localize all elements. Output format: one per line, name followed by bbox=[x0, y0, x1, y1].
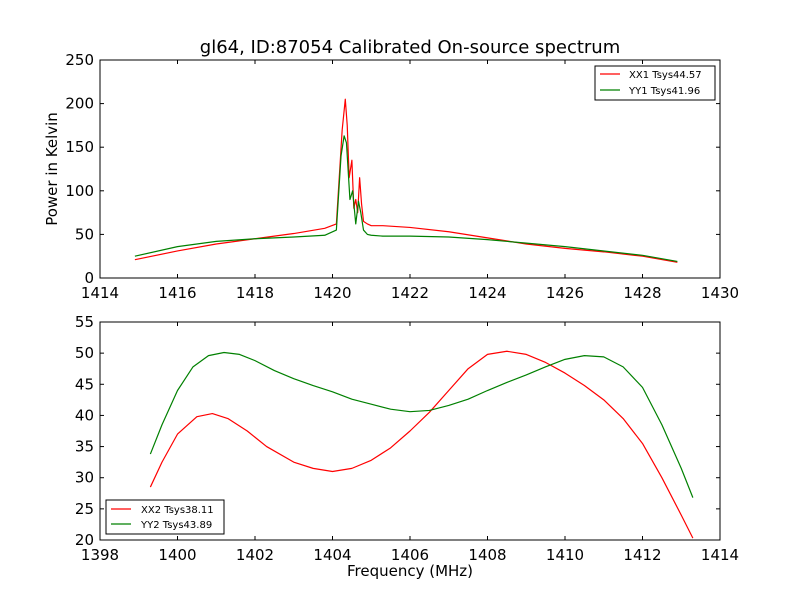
top-chart-title: gl64, ID:87054 Calibrated On-source spec… bbox=[200, 37, 620, 58]
top-y-axis-label: Power in Kelvin bbox=[43, 112, 61, 226]
bottom-x-tick-label: 1402 bbox=[236, 546, 274, 564]
bottom-y-tick-label: 35 bbox=[75, 438, 94, 456]
top-y-tick-label: 0 bbox=[84, 269, 94, 287]
legend-label-xx2: XX2 Tsys38.11 bbox=[141, 505, 214, 516]
top-x-tick-label: 1420 bbox=[313, 284, 351, 302]
top-y-tick-label: 250 bbox=[65, 51, 94, 69]
bottom-y-tick-label: 55 bbox=[75, 313, 94, 331]
bottom-legend: XX2 Tsys38.11 YY2 Tsys43.89 bbox=[105, 499, 225, 535]
top-legend-box bbox=[594, 65, 716, 101]
top-x-tick-label: 1414 bbox=[81, 284, 119, 302]
bottom-x-tick-label: 1408 bbox=[468, 546, 506, 564]
top-y-tick-label: 100 bbox=[65, 182, 94, 200]
bottom-x-axis-label: Frequency (MHz) bbox=[347, 562, 473, 580]
top-x-tick-label: 1416 bbox=[158, 284, 196, 302]
bottom-x-tick-label: 1414 bbox=[701, 546, 739, 564]
top-x-tick-label: 1428 bbox=[623, 284, 661, 302]
top-chart: gl64, ID:87054 Calibrated On-source spec… bbox=[43, 37, 739, 302]
bottom-y-tick-label: 40 bbox=[75, 406, 94, 424]
bottom-x-tick-label: 1398 bbox=[81, 546, 119, 564]
bottom-plot-area: 1398 1400 1402 1404 1406 1408 1410 1412 1414 20 25… bbox=[75, 313, 739, 564]
bottom-series-line-2 bbox=[149, 351, 694, 498]
bottom-x-tick-label: 1406 bbox=[391, 546, 429, 564]
bottom-x-tick-label: 1412 bbox=[623, 546, 661, 564]
bottom-chart: Frequency (MHz) 1398 1400 1402 1404 1406 1408… bbox=[75, 313, 739, 580]
legend-label-xx1: XX1 Tsys44.57 bbox=[629, 70, 702, 81]
top-y-tick-label: 200 bbox=[65, 95, 94, 113]
bottom-series-line-1 bbox=[149, 350, 694, 539]
top-series-line-2 bbox=[134, 135, 678, 263]
top-x-tick-label: 1426 bbox=[546, 284, 584, 302]
bottom-y-tick-label: 45 bbox=[75, 375, 94, 393]
top-plot-area: 1414 1416 1418 1420 1422 1424 1426 1428 1430 0 50 1… bbox=[65, 51, 739, 302]
legend-label-yy1: YY1 Tsys41.96 bbox=[628, 86, 700, 97]
bottom-x-tick-label: 1404 bbox=[313, 546, 351, 564]
top-x-tick-label: 1424 bbox=[468, 284, 506, 302]
top-x-tick-label: 1418 bbox=[236, 284, 274, 302]
legend-label-yy2: YY2 Tsys43.89 bbox=[140, 520, 212, 531]
top-legend: XX1 Tsys44.57 YY1 Tsys41.96 bbox=[594, 65, 716, 101]
bottom-legend-box bbox=[105, 499, 225, 535]
bottom-y-tick-label: 20 bbox=[75, 531, 94, 549]
bottom-x-tick-label: 1400 bbox=[158, 546, 196, 564]
bottom-y-tick-label: 25 bbox=[75, 500, 94, 518]
top-x-tick-label: 1422 bbox=[391, 284, 429, 302]
top-y-tick-label: 150 bbox=[65, 138, 94, 156]
bottom-y-tick-label: 30 bbox=[75, 469, 94, 487]
bottom-y-tick-label: 50 bbox=[75, 344, 94, 362]
top-x-tick-label: 1430 bbox=[701, 284, 739, 302]
top-y-tick-label: 50 bbox=[75, 225, 94, 243]
bottom-x-tick-label: 1410 bbox=[546, 546, 584, 564]
